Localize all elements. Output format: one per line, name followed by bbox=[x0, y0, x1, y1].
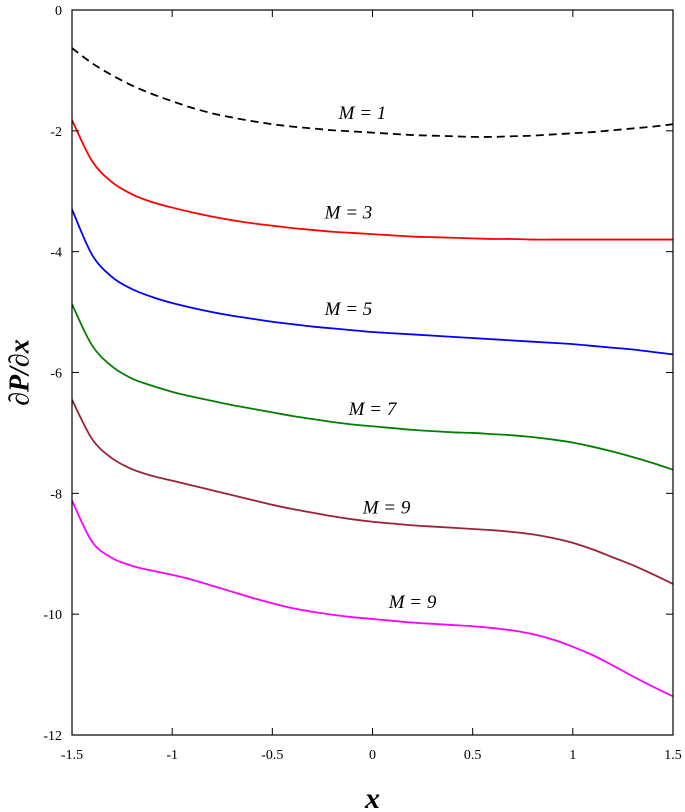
curve-annotation: M = 3 bbox=[324, 202, 373, 223]
x-tick-label: 0.5 bbox=[464, 748, 482, 763]
x-tick-label: -1.5 bbox=[61, 748, 83, 763]
y-tick-label: -12 bbox=[43, 729, 62, 744]
x-tick-label: -1 bbox=[166, 748, 178, 763]
y-tick-label: -6 bbox=[50, 367, 62, 382]
curve-annotation: M = 5 bbox=[324, 299, 373, 320]
series-layer bbox=[71, 47, 674, 698]
series-line-5 bbox=[71, 399, 674, 585]
x-tick-label: 1.5 bbox=[664, 748, 682, 763]
x-axis-title: x bbox=[364, 782, 380, 812]
annotation-layer: M = 1 M = 3 M = 5 M = 7 M = 9 M = 9 bbox=[324, 103, 437, 613]
ticks-layer: -1.5 -1 -0.5 0 0.5 1 1.5 0 -2 -4 -6 -8 -10 -12 bbox=[43, 4, 681, 763]
y-axis-title: ∂P/∂x bbox=[4, 339, 35, 406]
curve-annotation: M = 9 bbox=[388, 592, 437, 613]
series-line-4 bbox=[71, 303, 674, 471]
y-tick-label: -8 bbox=[50, 487, 62, 502]
y-tick-label: 0 bbox=[55, 4, 62, 19]
curve-annotation: M = 7 bbox=[348, 399, 398, 420]
x-tick-label: 1 bbox=[569, 748, 576, 763]
series-line-6 bbox=[71, 500, 674, 698]
x-tick-label: -0.5 bbox=[261, 748, 283, 763]
series-line-2 bbox=[71, 119, 673, 241]
curve-annotation: M = 1 bbox=[338, 103, 387, 124]
y-tick-label: -10 bbox=[43, 608, 62, 623]
curve-annotation: M = 9 bbox=[362, 497, 411, 518]
y-tick-label: -4 bbox=[50, 246, 62, 261]
y-tick-label: -2 bbox=[50, 125, 62, 140]
x-tick-label: 0 bbox=[369, 748, 376, 763]
series-line-3 bbox=[71, 209, 674, 356]
series-line-1 bbox=[71, 47, 674, 138]
